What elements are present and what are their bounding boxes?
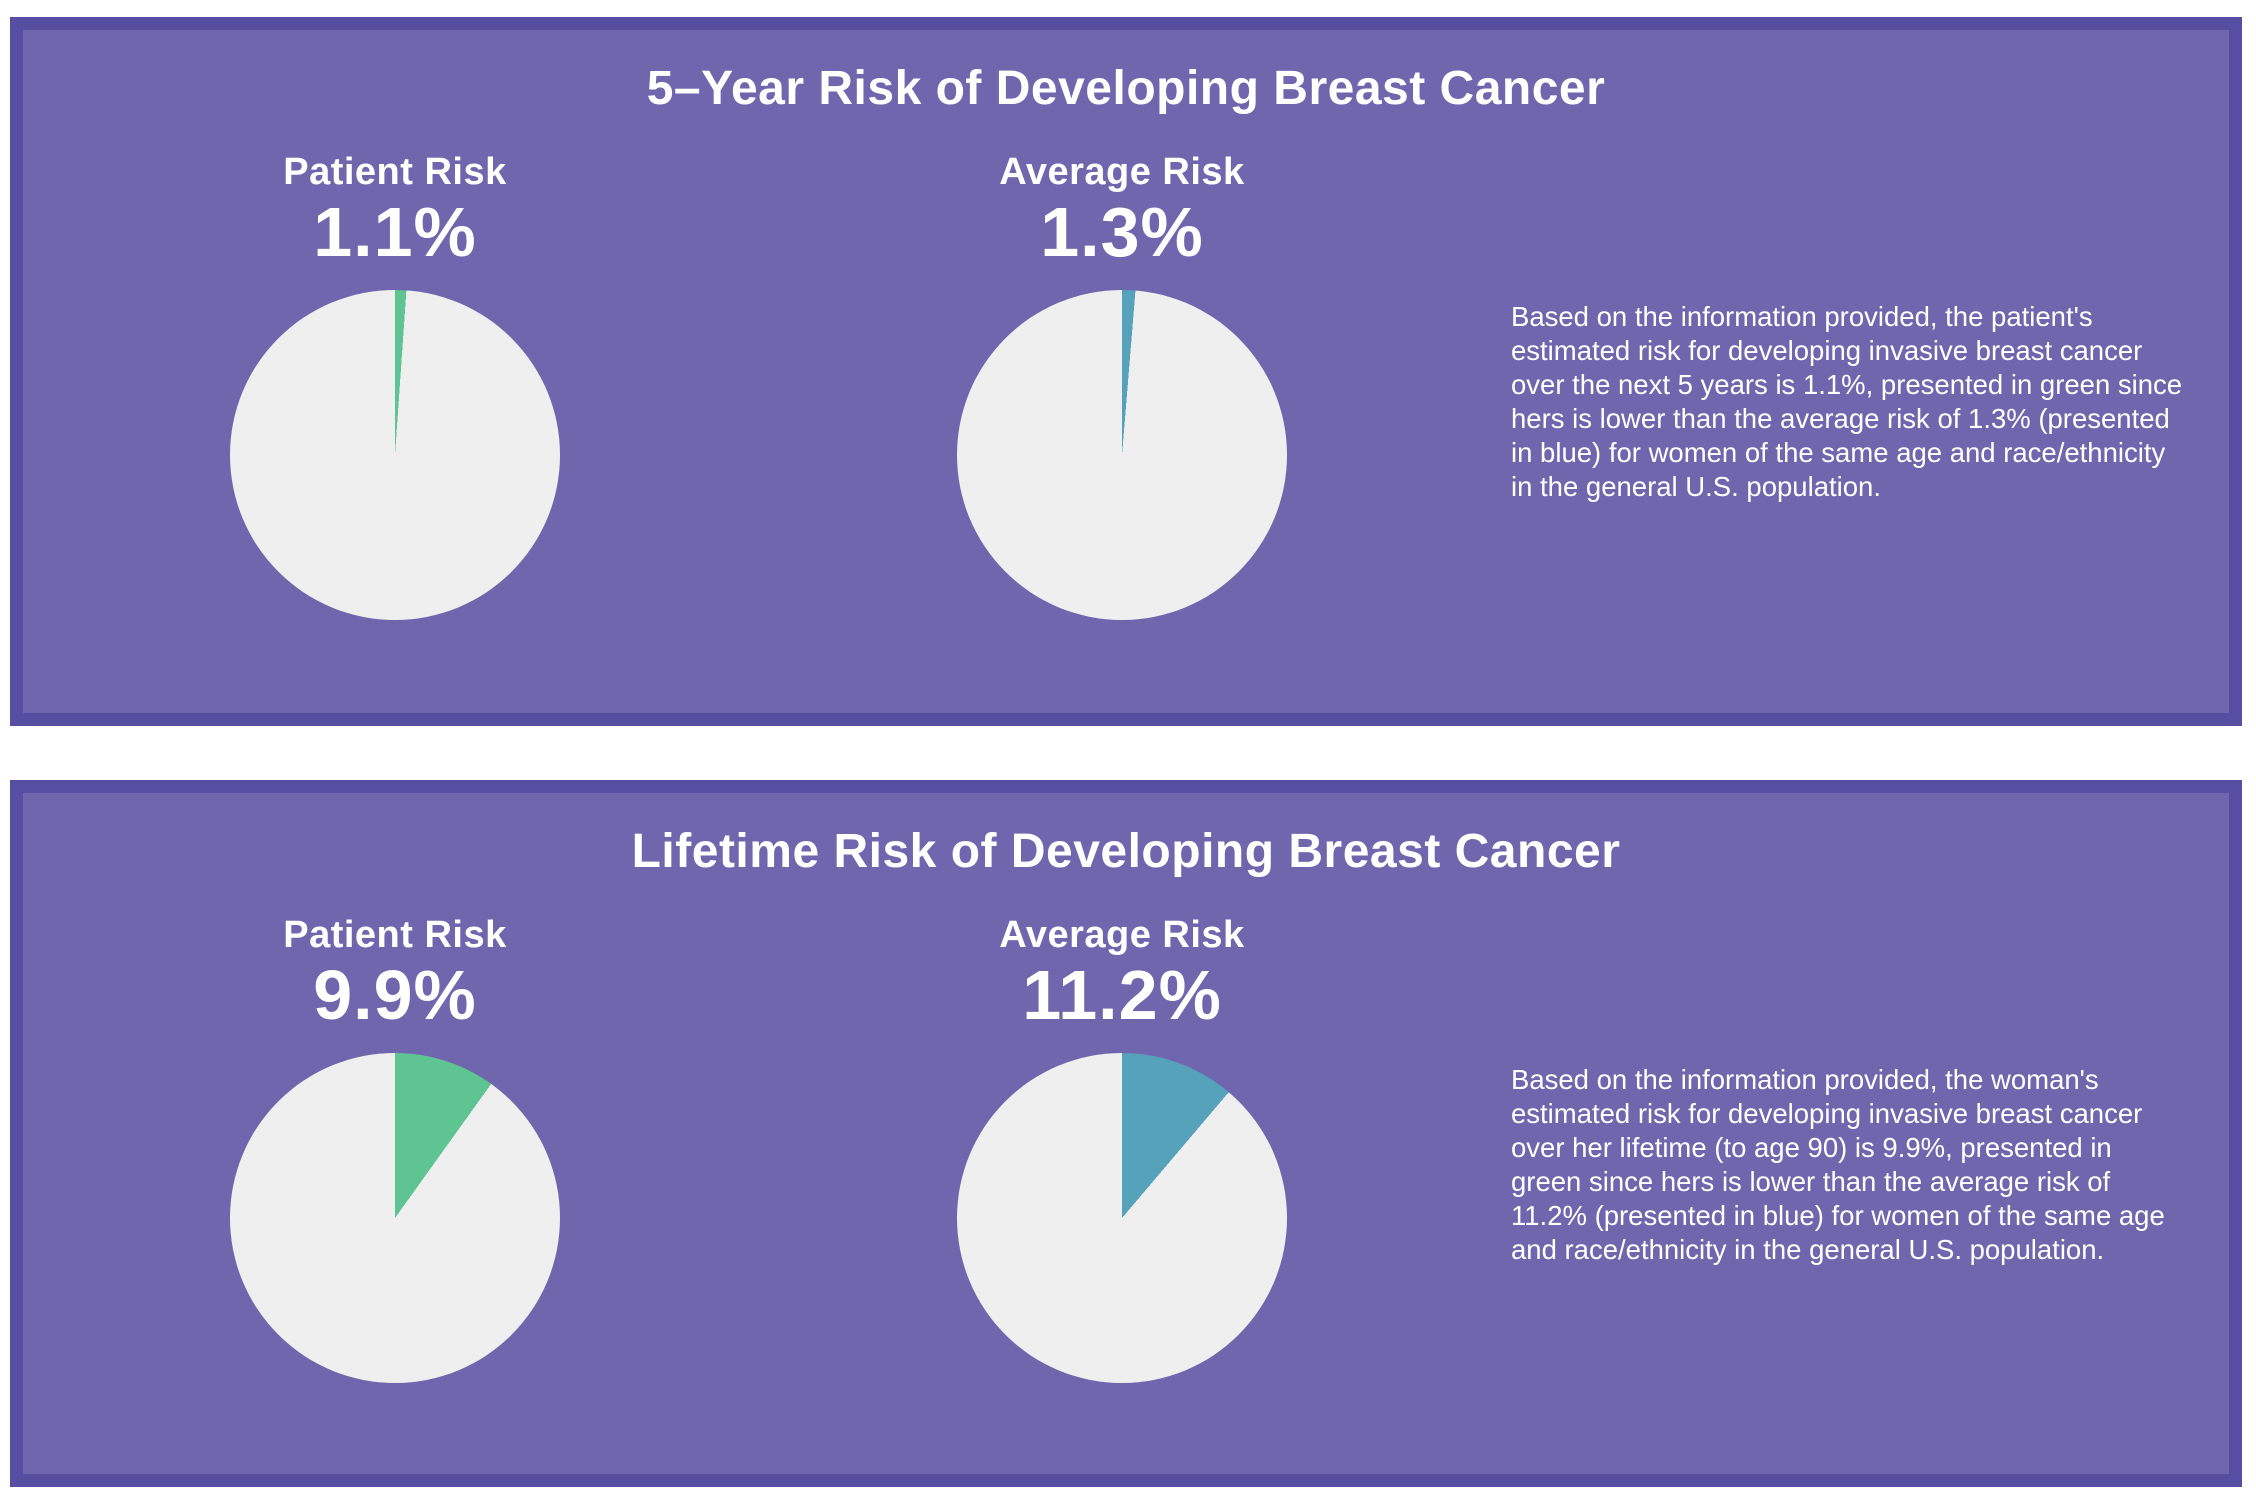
patient-risk-label: Patient Risk	[283, 151, 507, 193]
patient-risk-pie-chart	[230, 1053, 560, 1383]
five-year-average-risk-group: Average Risk 1.3%	[902, 150, 1342, 620]
five-year-risk-explanation: Based on the information provided, the p…	[1511, 301, 2183, 502]
five-year-panel-title: 5–Year Risk of Developing Breast Cancer	[646, 62, 1606, 115]
patient-risk-pie-chart	[230, 290, 560, 620]
patient-risk-value: 9.9%	[313, 956, 477, 1034]
five-year-risk-panel: 5–Year Risk of Developing Breast Cancer …	[10, 17, 2242, 726]
lifetime-patient-risk-group: Patient Risk 9.9%	[175, 913, 615, 1383]
patient-risk-value: 1.1%	[313, 193, 477, 271]
average-risk-label: Average Risk	[999, 151, 1245, 193]
average-risk-value: 11.2%	[1022, 956, 1222, 1034]
lifetime-risk-explanation: Based on the information provided, the w…	[1511, 1064, 2165, 1265]
average-risk-value: 1.3%	[1040, 193, 1204, 271]
average-risk-pie-chart	[957, 290, 1287, 620]
lifetime-risk-panel: Lifetime Risk of Developing Breast Cance…	[10, 780, 2242, 1487]
lifetime-panel-title: Lifetime Risk of Developing Breast Cance…	[631, 825, 1621, 878]
five-year-patient-risk-group: Patient Risk 1.1%	[175, 150, 615, 620]
average-risk-label: Average Risk	[999, 914, 1245, 956]
average-risk-pie-chart	[957, 1053, 1287, 1383]
lifetime-average-risk-group: Average Risk 11.2%	[902, 913, 1342, 1383]
patient-risk-label: Patient Risk	[283, 914, 507, 956]
